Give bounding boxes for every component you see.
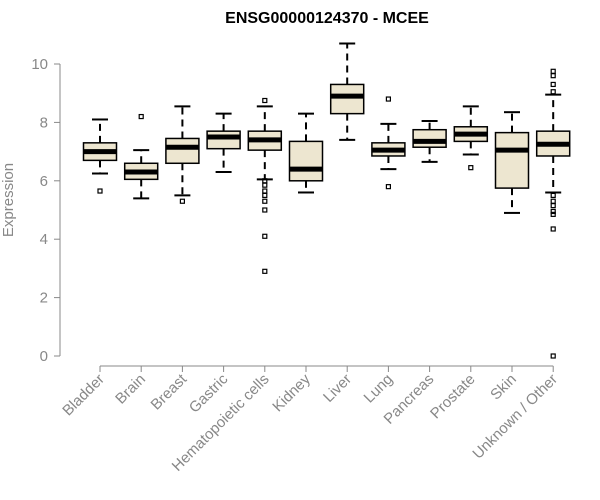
outlier-point bbox=[97, 188, 103, 194]
iqr-box bbox=[288, 140, 324, 182]
y-tick-label: 8 bbox=[40, 114, 48, 131]
outlier-point bbox=[262, 192, 268, 198]
box-breast bbox=[165, 105, 200, 204]
box-skin bbox=[494, 111, 530, 214]
y-axis: 0 2 4 6 8 10 bbox=[31, 56, 61, 365]
x-tick-label: Lung bbox=[361, 371, 397, 407]
outlier-point bbox=[550, 226, 556, 232]
box-lung bbox=[371, 96, 406, 190]
y-tick-label: 6 bbox=[40, 173, 48, 190]
outlier-point bbox=[385, 184, 391, 190]
x-tick-label: Breast bbox=[148, 370, 191, 413]
box-gastric bbox=[206, 112, 241, 174]
outlier-point bbox=[550, 353, 556, 359]
x-tick-label: Prostate bbox=[427, 371, 479, 423]
x-tick-label: Bladder bbox=[59, 371, 108, 420]
box-unknown-other bbox=[535, 68, 571, 359]
iqr-box bbox=[412, 128, 447, 148]
outlier-point bbox=[550, 203, 556, 209]
outlier-point bbox=[550, 89, 556, 95]
outlier-point bbox=[550, 198, 556, 204]
outlier-point bbox=[262, 207, 268, 213]
x-tick-label: Kidney bbox=[269, 370, 314, 415]
box-kidney bbox=[288, 112, 324, 194]
y-axis-label: Expression bbox=[0, 163, 17, 237]
y-tick-label: 0 bbox=[40, 348, 48, 365]
outlier-point bbox=[385, 96, 391, 102]
y-tick-label: 4 bbox=[40, 231, 48, 248]
box-hematopoietic-cells bbox=[247, 97, 283, 274]
outlier-point bbox=[468, 165, 474, 171]
x-tick-label: Skin bbox=[487, 371, 520, 404]
outlier-point bbox=[550, 81, 556, 88]
outlier-point bbox=[179, 198, 185, 204]
outlier-point bbox=[550, 68, 556, 74]
iqr-box bbox=[329, 83, 365, 115]
box-liver bbox=[329, 42, 365, 141]
y-tick-label: 10 bbox=[31, 56, 48, 73]
iqr-box bbox=[165, 137, 200, 165]
box-bladder bbox=[82, 118, 118, 194]
outlier-point bbox=[262, 233, 268, 239]
chart-title: ENSG00000124370 - MCEE bbox=[225, 10, 429, 27]
x-tick-label: Brain bbox=[112, 371, 149, 408]
outlier-point bbox=[262, 268, 268, 274]
outlier-point bbox=[550, 208, 556, 215]
box-brain bbox=[123, 113, 159, 200]
x-tick-label: Liver bbox=[320, 371, 355, 406]
outlier-point bbox=[262, 182, 268, 188]
box-prostate bbox=[453, 105, 489, 171]
outlier-point bbox=[550, 211, 556, 217]
outlier-point bbox=[262, 188, 268, 194]
iqr-box bbox=[494, 131, 530, 189]
outlier-point bbox=[138, 113, 144, 120]
iqr-box bbox=[206, 130, 241, 150]
y-tick-label: 2 bbox=[40, 290, 48, 307]
outlier-point bbox=[550, 73, 556, 79]
box-pancreas bbox=[412, 119, 447, 163]
outlier-point bbox=[262, 97, 268, 104]
box-series bbox=[82, 42, 571, 359]
outlier-point bbox=[550, 192, 556, 198]
outlier-point bbox=[262, 198, 268, 204]
